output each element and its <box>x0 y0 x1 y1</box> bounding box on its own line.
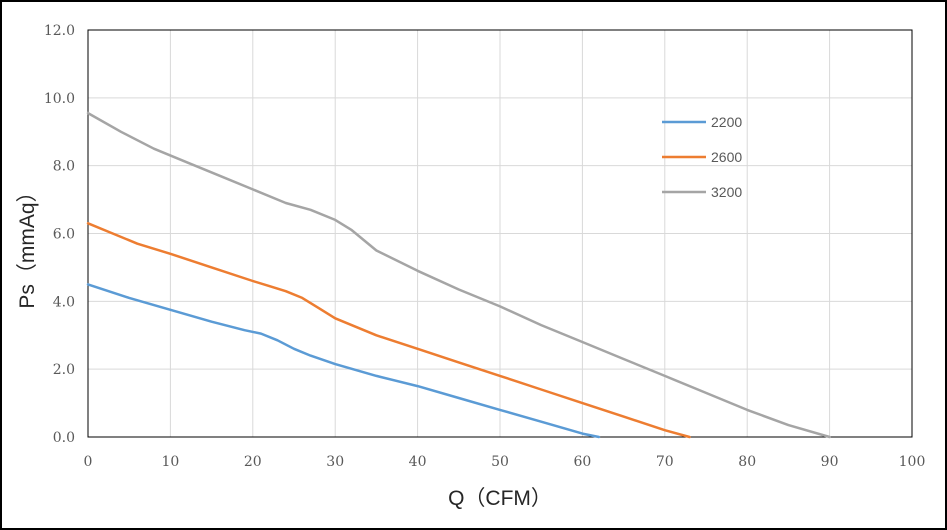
legend-label-2200: 2200 <box>711 114 742 130</box>
x-tick-labels: 0 10 20 30 40 50 60 70 80 90 100 <box>84 454 926 470</box>
x-tick-label: 60 <box>573 454 591 470</box>
y-tick-label: 4.0 <box>53 294 75 310</box>
series-line-3200 <box>86 111 831 439</box>
legend: 2200 2600 3200 <box>662 114 742 200</box>
x-tick-label: 90 <box>821 454 839 470</box>
series-lines <box>86 111 831 439</box>
legend-label-3200: 3200 <box>711 184 742 200</box>
x-tick-label: 30 <box>326 454 344 470</box>
series-line-2600 <box>86 222 691 439</box>
y-tick-label: 2.0 <box>53 362 75 378</box>
x-axis-title: Q（CFM） <box>448 487 552 510</box>
plot-area-border <box>87 29 913 438</box>
y-tick-label: 6.0 <box>53 227 75 243</box>
y-tick-label: 8.0 <box>53 159 75 175</box>
x-tick-label: 70 <box>656 454 674 470</box>
x-tick-label: 80 <box>738 454 756 470</box>
legend-label-2600: 2600 <box>711 149 742 165</box>
x-tick-label: 10 <box>161 454 179 470</box>
series-line-2200 <box>86 283 601 439</box>
y-tick-labels: 0.0 2.0 4.0 6.0 8.0 10.0 12.0 <box>44 23 75 446</box>
x-tick-label: 0 <box>84 454 93 470</box>
x-tick-label: 20 <box>244 454 262 470</box>
x-tick-label: 100 <box>899 454 926 470</box>
y-tick-label: 0.0 <box>53 430 75 446</box>
x-tick-label: 50 <box>491 454 509 470</box>
x-tick-label: 40 <box>409 454 427 470</box>
y-tick-label: 10.0 <box>44 91 75 107</box>
plot-border <box>87 29 913 438</box>
y-axis-title: Ps（mmAq） <box>16 181 39 308</box>
y-tick-label: 12.0 <box>44 23 75 39</box>
